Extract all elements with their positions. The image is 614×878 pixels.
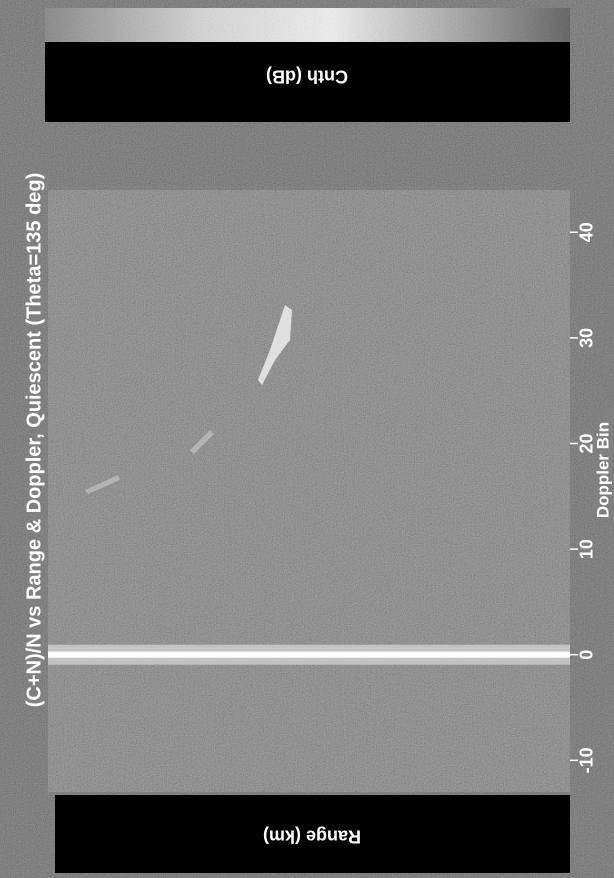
colorbar-label: Cnth (dB) xyxy=(266,66,348,86)
echo-feature xyxy=(85,430,214,494)
x-tick-label: 40 xyxy=(577,222,597,242)
x-tick-label: -10 xyxy=(577,747,597,773)
zero-doppler-core xyxy=(48,651,570,658)
colorbar-label-box xyxy=(45,42,570,122)
ylabel-box xyxy=(55,795,570,873)
colorbar-noise xyxy=(45,8,570,42)
x-tick-label: 0 xyxy=(577,650,597,660)
echo-feature xyxy=(258,305,292,385)
y-axis-label: Range (km) xyxy=(263,826,361,846)
heatmap-noise xyxy=(48,190,570,792)
x-axis-label: Doppler Bin xyxy=(593,422,612,518)
x-tick-label: 20 xyxy=(577,433,597,453)
x-tick-label: 30 xyxy=(577,328,597,348)
chart-title: (C+N)/N vs Range & Doppler, Quiescent (T… xyxy=(23,173,45,708)
x-tick-label: 10 xyxy=(577,539,597,559)
